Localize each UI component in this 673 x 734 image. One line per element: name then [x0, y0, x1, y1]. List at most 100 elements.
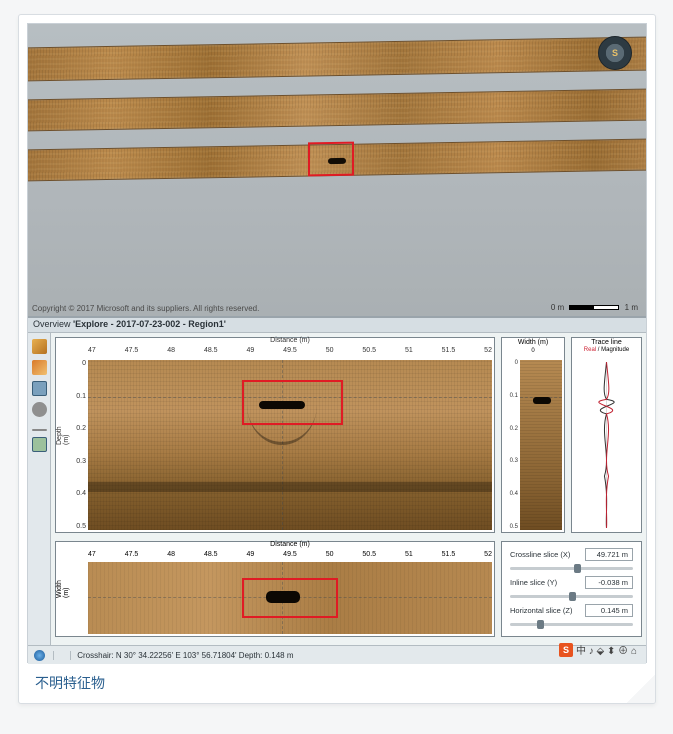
- highlight-box-xsection: [242, 380, 343, 424]
- cross-section-panel[interactable]: Distance (m) 47 47.5 48 48.5 49 49.5 50 …: [55, 337, 495, 533]
- width-panel[interactable]: Width (m) 0 0 0.1 0.2 0.3 0.4 0.5: [501, 337, 565, 533]
- y-axis-ticks: 0 0.1 0.2 0.3 0.4 0.5: [76, 360, 86, 530]
- width-sub: 0: [502, 347, 564, 355]
- figure-caption: 不明特征物: [35, 673, 105, 693]
- system-tray: S 中 ♪ ⬙ ⬍ ⊕ ⌂: [559, 642, 637, 657]
- trace-panel[interactable]: Trace line Real / Magnitude: [571, 337, 642, 533]
- tray-icons[interactable]: 中 ♪ ⬙ ⬍ ⊕ ⌂: [576, 642, 637, 657]
- horizontal-value[interactable]: 0.145 m: [585, 604, 633, 617]
- trace-real-label: Real: [584, 347, 596, 353]
- tick: 0: [504, 360, 518, 366]
- crossline-slider[interactable]: [510, 567, 633, 570]
- inline-value[interactable]: -0.038 m: [585, 576, 633, 589]
- compass-icon[interactable]: S: [598, 36, 632, 70]
- tick: 49.5: [283, 347, 297, 354]
- hslice-x-axis: Distance (m) 47 47.5 48 48.5 49 49.5 50 …: [88, 542, 492, 562]
- tick: 51.5: [442, 551, 456, 558]
- highlight-box-hslice: [242, 578, 339, 618]
- trace-sub: Real / Magnitude: [572, 347, 641, 353]
- slider-thumb[interactable]: [569, 592, 576, 601]
- analysis-panel: Overview 'Explore - 2017-07-23-002 - Reg…: [28, 316, 646, 664]
- slider-thumb[interactable]: [574, 564, 581, 573]
- scale-bar-graphic: [569, 305, 619, 310]
- y-axis-label: Depth (m): [56, 420, 70, 445]
- overview-prefix: Overview: [33, 319, 71, 329]
- tick: 0.4: [504, 491, 518, 497]
- slider-thumb[interactable]: [537, 620, 544, 629]
- crossline-value[interactable]: 49.721 m: [585, 548, 633, 561]
- scan-strip-1: [28, 36, 646, 81]
- tick: 0.1: [504, 393, 518, 399]
- tick: 49: [246, 551, 254, 558]
- figure-inner: S Copyright © 2017 Microsoft and its sup…: [27, 23, 647, 663]
- tick: 50.5: [362, 347, 376, 354]
- work-area: Distance (m) 47 47.5 48 48.5 49 49.5 50 …: [51, 333, 646, 645]
- tick: 48: [167, 347, 175, 354]
- compass-letter: S: [612, 48, 618, 58]
- crosshair-readout: Crosshair: N 30° 34.22256' E 103° 56.718…: [70, 651, 293, 660]
- tick: 48.5: [204, 347, 218, 354]
- tick: 0: [76, 360, 86, 367]
- tick: 52: [484, 347, 492, 354]
- xsection-x-axis: Distance (m) 47 47.5 48 48.5 49 49.5 50 …: [88, 338, 492, 360]
- ime-icon[interactable]: S: [559, 643, 573, 657]
- scale-right-label: 1 m: [625, 303, 638, 312]
- tick: 52: [484, 551, 492, 558]
- hslice-image[interactable]: [88, 562, 492, 634]
- crossline-label: Crossline slice (X): [510, 550, 570, 559]
- trace-header: Trace line: [572, 338, 641, 347]
- tool-layer-icon[interactable]: [32, 437, 47, 452]
- tick: 0.5: [76, 523, 86, 530]
- tool-point-icon[interactable]: [32, 402, 47, 417]
- tick: 51: [405, 347, 413, 354]
- inline-row: Inline slice (Y) -0.038 m: [510, 576, 633, 589]
- x-axis-label: Distance (m): [270, 337, 310, 344]
- scan-strip-2: [28, 88, 646, 131]
- width-image[interactable]: [520, 360, 562, 530]
- tool-palette: [28, 333, 51, 647]
- hslice-x-label: Distance (m): [270, 541, 310, 548]
- horizontal-row: Horizontal slice (Z) 0.145 m: [510, 604, 633, 617]
- overview-titlebar: Overview 'Explore - 2017-07-23-002 - Reg…: [28, 318, 646, 333]
- trace-svg: [576, 362, 637, 528]
- tick: 0.5: [504, 524, 518, 530]
- tick: 47: [88, 347, 96, 354]
- tool-separator: [32, 429, 47, 431]
- tool-colormap-icon[interactable]: [32, 339, 47, 354]
- hslice-x-ticks: 47 47.5 48 48.5 49 49.5 50 50.5 51 51.5 …: [88, 551, 492, 558]
- map-copyright: Copyright © 2017 Microsoft and its suppl…: [32, 304, 259, 313]
- horizontal-label: Horizontal slice (Z): [510, 606, 573, 615]
- figure-card: S Copyright © 2017 Microsoft and its sup…: [18, 14, 656, 704]
- scale-left-label: 0 m: [551, 303, 564, 312]
- tool-gradient-icon[interactable]: [32, 360, 47, 375]
- tool-select-icon[interactable]: [32, 381, 47, 396]
- highlight-box-map: [308, 142, 354, 177]
- horizontal-slider[interactable]: [510, 623, 633, 626]
- status-bar: Crosshair: N 30° 34.22256' E 103° 56.718…: [28, 645, 646, 664]
- corner-fold-icon: [627, 675, 655, 703]
- inline-slider[interactable]: [510, 595, 633, 598]
- tick: 50: [326, 551, 334, 558]
- tick: 47: [88, 551, 96, 558]
- map-scale-bar: 0 m 1 m: [551, 303, 638, 312]
- tick: 49.5: [283, 551, 297, 558]
- xsection-y-axis: Depth (m) 0 0.1 0.2 0.3 0.4 0.5: [56, 360, 88, 530]
- deep-reflector: [88, 482, 492, 492]
- tick: 51.5: [442, 347, 456, 354]
- horizontal-slice-panel[interactable]: Distance (m) 47 47.5 48 48.5 49 49.5 50 …: [55, 541, 495, 637]
- hslice-y-label: Width (m): [56, 573, 70, 598]
- overview-title: 'Explore - 2017-07-23-002 - Region1': [73, 319, 226, 329]
- tick: 50: [326, 347, 334, 354]
- tick: 0.2: [76, 425, 86, 432]
- tick: 48.5: [204, 551, 218, 558]
- width-header: Width (m): [502, 338, 564, 347]
- width-anomaly: [533, 397, 551, 404]
- xsection-image[interactable]: [88, 360, 492, 530]
- statusbar-spacer: [53, 651, 62, 660]
- hslice-y-axis: Width (m): [56, 562, 88, 634]
- globe-icon[interactable]: [34, 650, 45, 661]
- tick: 47.5: [125, 347, 139, 354]
- x-axis-ticks: 47 47.5 48 48.5 49 49.5 50 50.5 51 51.5 …: [88, 347, 492, 354]
- tick: 49: [246, 347, 254, 354]
- map-3d-panel[interactable]: S Copyright © 2017 Microsoft and its sup…: [28, 24, 646, 316]
